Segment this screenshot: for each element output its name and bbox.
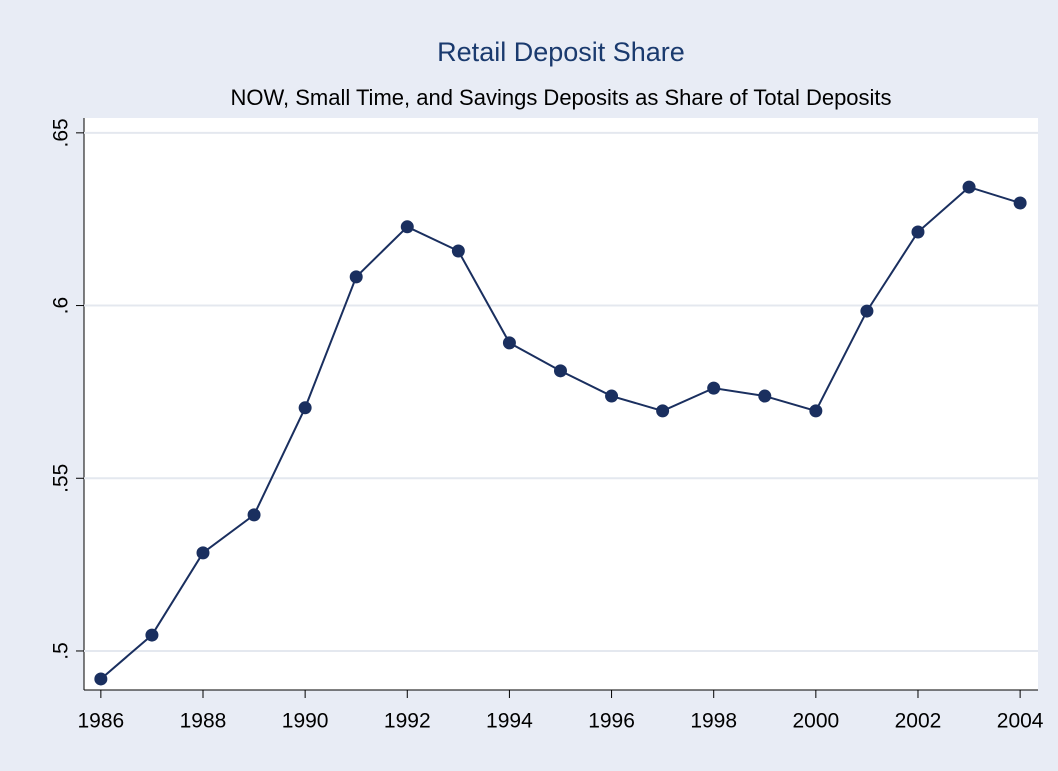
x-tick-label: 2004 [997,710,1044,733]
marker [656,404,670,418]
marker [400,220,414,234]
x-tick-label: 1986 [77,710,124,733]
marker [553,364,567,378]
marker [605,389,619,403]
x-tick-label: 1992 [384,710,431,733]
marker [349,270,363,284]
x-tick-label: 1996 [588,710,635,733]
marker [809,404,823,418]
x-tick-label: 1994 [486,710,533,733]
marker [1013,196,1027,210]
y-tick-label: .5 [50,642,73,660]
x-tick-label: 1998 [690,710,737,733]
x-tick-label: 2000 [792,710,839,733]
y-tick-label: .6 [50,297,73,315]
marker [707,381,721,395]
marker [911,225,925,239]
y-tick-label: .55 [50,464,73,493]
plot-area [84,118,1038,690]
marker [451,244,465,258]
marker [94,672,108,686]
chart-subtitle: NOW, Small Time, and Savings Deposits as… [230,85,891,110]
marker [860,304,874,318]
marker [196,546,210,560]
marker [298,401,312,415]
marker [962,180,976,194]
chart-title: Retail Deposit Share [437,37,685,67]
marker [247,508,261,522]
x-tick-label: 2002 [895,710,942,733]
marker [145,628,159,642]
marker [502,336,516,350]
x-tick-label: 1990 [282,710,329,733]
y-tick-label: .65 [50,118,73,147]
marker [758,389,772,403]
x-tick-label: 1988 [180,710,227,733]
